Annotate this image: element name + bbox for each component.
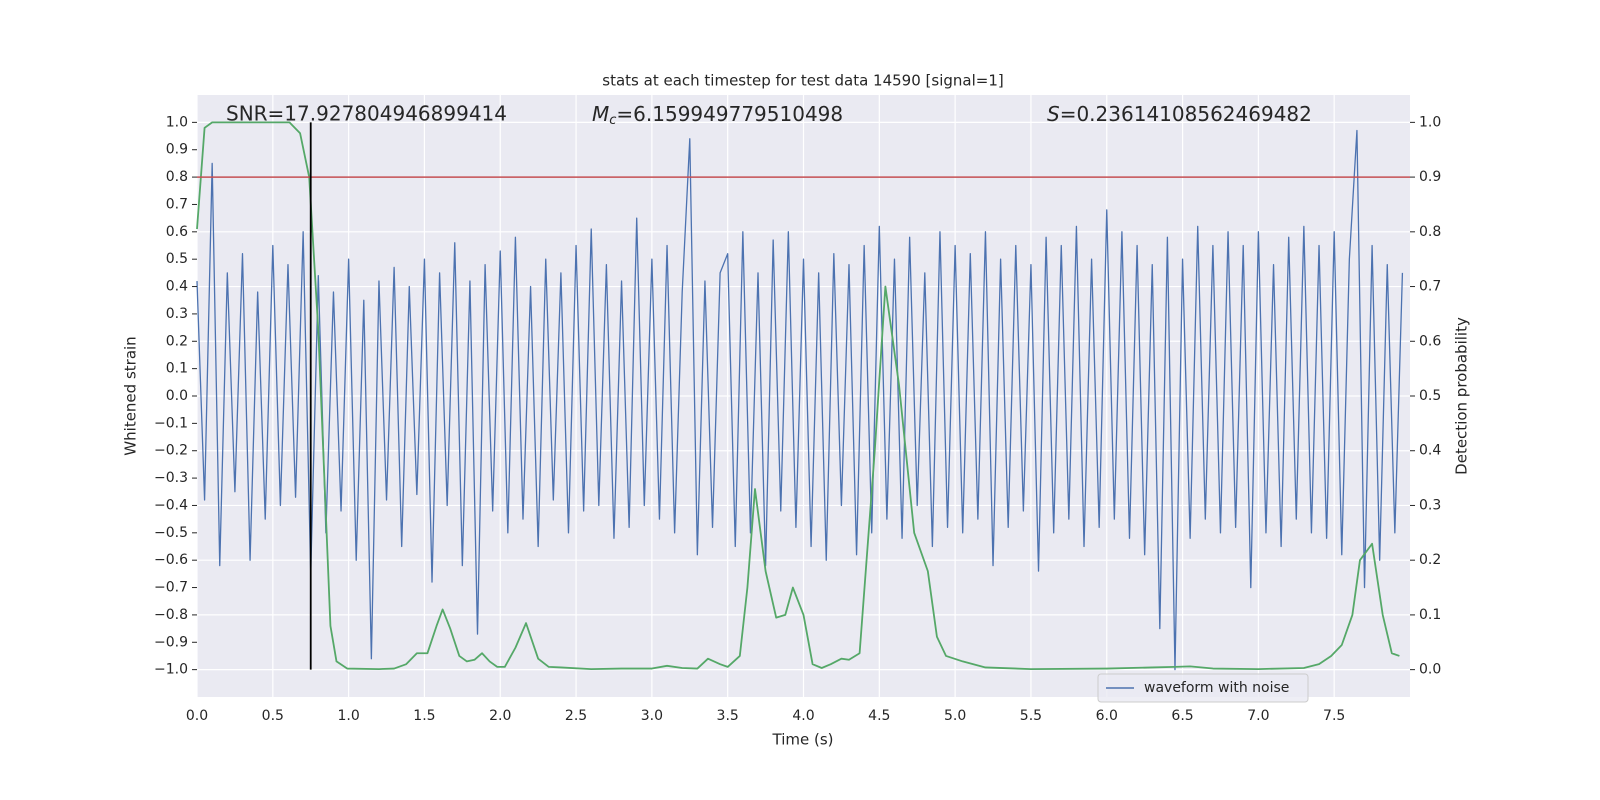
y2-tick-label: 0.4 [1419, 443, 1441, 459]
y2-tick-label: 0.8 [1419, 224, 1441, 240]
y-tick-label: −1.0 [154, 662, 188, 678]
y-tick-label: 0.8 [166, 169, 188, 185]
y-tick-label: 0.5 [166, 251, 188, 267]
y-tick-label: −0.4 [154, 497, 188, 513]
y2-axis-label: Detection probability [1453, 317, 1471, 475]
y-tick-label: −0.3 [154, 470, 188, 486]
x-tick-label: 3.5 [717, 708, 739, 724]
y2-tick-label: 1.0 [1419, 114, 1441, 130]
x-tick-label: 2.5 [565, 708, 587, 724]
y-tick-label: 0.7 [166, 196, 188, 212]
x-tick-label: 1.5 [413, 708, 435, 724]
annotation: Mc=6.159949779510498 [592, 102, 843, 128]
y2-tick-label: 0.3 [1419, 497, 1441, 513]
marks [196, 121, 1410, 671]
annotation: S=0.23614108562469482 [1047, 102, 1312, 126]
x-tick-label: 4.5 [868, 708, 890, 724]
annotation-symbol: M [592, 102, 609, 126]
x-tick-label: 1.0 [337, 708, 359, 724]
y-tick-label: −0.6 [154, 552, 188, 568]
legend-label: waveform with noise [1144, 680, 1289, 696]
x-axis-label: Time (s) [772, 731, 834, 749]
y-tick-label: 0.0 [166, 388, 188, 404]
y2-tick-label: 0.0 [1419, 662, 1441, 678]
y-tick-label: 0.6 [166, 224, 188, 240]
x-tick-label: 6.5 [1171, 708, 1193, 724]
y2-tick-label: 0.7 [1419, 279, 1441, 295]
y-tick-label: −0.9 [154, 634, 188, 650]
x-tick-label: 2.0 [489, 708, 511, 724]
y2-tick-label: 0.6 [1419, 333, 1441, 349]
y-tick-label: −0.5 [154, 525, 188, 541]
x-tick-label: 7.5 [1323, 708, 1345, 724]
y-tick-label: 1.0 [166, 114, 188, 130]
y-tick-label: −0.1 [154, 415, 188, 431]
annotation-value: =6.159949779510498 [616, 102, 843, 126]
y2-tick-label: 0.2 [1419, 552, 1441, 568]
y2-tick-label: 0.9 [1419, 169, 1441, 185]
legend [1097, 673, 1309, 703]
annotation-value: =0.23614108562469482 [1060, 102, 1312, 126]
x-tick-label: 3.0 [641, 708, 663, 724]
x-tick-label: 7.0 [1247, 708, 1269, 724]
x-tick-label: 0.5 [262, 708, 284, 724]
y2-tick-label: 0.5 [1419, 388, 1441, 404]
y-tick-label: 0.9 [166, 142, 188, 158]
annotation-subscript: c [609, 113, 616, 128]
y-tick-label: −0.7 [154, 580, 188, 596]
x-tick-label: 0.0 [186, 708, 208, 724]
y-axis-label: Whitened strain [122, 336, 140, 455]
x-tick-label: 5.5 [1020, 708, 1042, 724]
data-line [196, 129, 1404, 671]
x-tick-label: 4.0 [792, 708, 814, 724]
y-tick-label: 0.2 [166, 333, 188, 349]
annotation: SNR=17.927804946899414 [226, 102, 507, 126]
y-tick-label: −0.2 [154, 443, 188, 459]
y-tick-label: 0.3 [166, 306, 188, 322]
data-line [196, 121, 1400, 670]
chart-title: stats at each timestep for test data 145… [602, 72, 1003, 90]
y-tick-label: 0.1 [166, 361, 188, 377]
y-tick-label: 0.4 [166, 279, 188, 295]
y-tick-label: −0.8 [154, 607, 188, 623]
x-tick-label: 6.0 [1096, 708, 1118, 724]
x-tick-label: 5.0 [944, 708, 966, 724]
y2-tick-label: 0.1 [1419, 607, 1441, 623]
annotation-symbol: S [1047, 102, 1060, 126]
